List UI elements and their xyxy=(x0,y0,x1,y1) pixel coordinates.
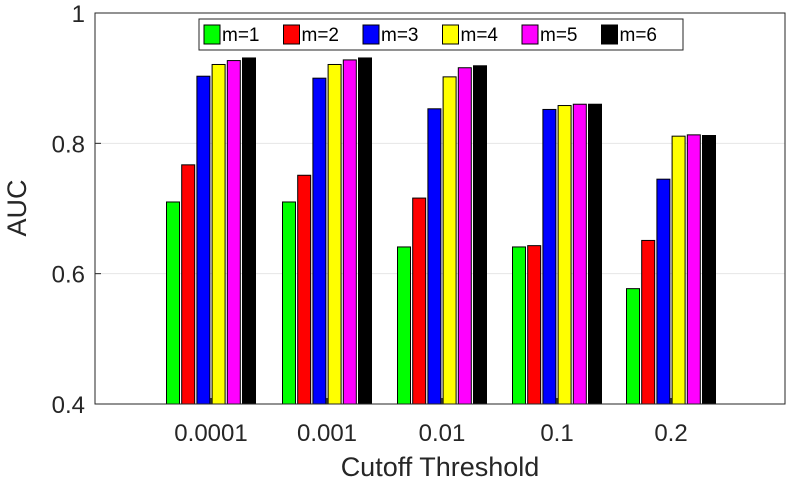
bar xyxy=(572,103,587,405)
bar xyxy=(442,76,457,405)
bar xyxy=(527,245,542,405)
bar xyxy=(626,288,640,405)
bar xyxy=(397,246,411,405)
bar xyxy=(226,60,241,405)
legend-swatch xyxy=(283,24,300,45)
legend-swatch xyxy=(362,24,380,45)
legend-swatch xyxy=(601,24,618,45)
plot-frame xyxy=(94,12,786,405)
y-axis-ticks: 0.4 0.6 0.8 1 xyxy=(52,1,101,419)
y-tick-label: 0.6 xyxy=(52,262,85,289)
bar xyxy=(342,59,357,405)
y-tick-label: 1 xyxy=(72,1,85,28)
bar xyxy=(457,67,472,405)
bar xyxy=(686,134,701,405)
bar xyxy=(312,77,327,405)
y-tick-label: 0.8 xyxy=(52,131,85,158)
legend-label: m=4 xyxy=(461,25,499,46)
legend-swatch xyxy=(442,24,459,45)
x-tick-label: 0.0001 xyxy=(174,420,247,447)
bar xyxy=(297,174,312,405)
bar xyxy=(557,105,572,405)
y-axis-title: AUC xyxy=(2,179,32,236)
x-tick-label: 0.2 xyxy=(654,420,687,447)
bar xyxy=(427,108,442,405)
bar xyxy=(166,201,180,405)
legend-box xyxy=(198,18,684,51)
bar xyxy=(512,246,526,405)
legend-swatch xyxy=(521,24,539,45)
bar xyxy=(656,178,671,405)
legend: m=1 m=2 m=3 m=4 m=5 m=6 xyxy=(198,18,684,51)
legend-label: m=2 xyxy=(302,25,340,46)
legend-label: m=3 xyxy=(381,25,419,46)
legend-label: m=5 xyxy=(540,25,578,46)
bar xyxy=(242,57,256,405)
bar xyxy=(181,164,196,405)
bar xyxy=(196,75,211,405)
x-axis-ticks: 0.0001 0.001 0.01 0.1 0.2 xyxy=(174,398,688,447)
x-tick-label: 0.001 xyxy=(297,420,357,447)
legend-swatch xyxy=(203,24,221,45)
bar xyxy=(641,239,656,405)
bar xyxy=(358,57,372,405)
x-axis-title: Cutoff Threshold xyxy=(341,452,540,482)
bar xyxy=(327,63,342,405)
y-tick-label: 0.4 xyxy=(52,392,85,419)
bar xyxy=(211,63,226,405)
bar xyxy=(588,103,602,405)
bar xyxy=(671,135,686,405)
legend-label: m=6 xyxy=(620,25,658,46)
x-tick-label: 0.1 xyxy=(540,420,573,447)
bar xyxy=(542,108,557,405)
legend-label: m=1 xyxy=(222,25,260,46)
bar xyxy=(702,135,716,405)
bar xyxy=(282,201,296,405)
bar xyxy=(473,65,487,405)
bar xyxy=(412,197,427,405)
x-tick-label: 0.01 xyxy=(419,420,466,447)
